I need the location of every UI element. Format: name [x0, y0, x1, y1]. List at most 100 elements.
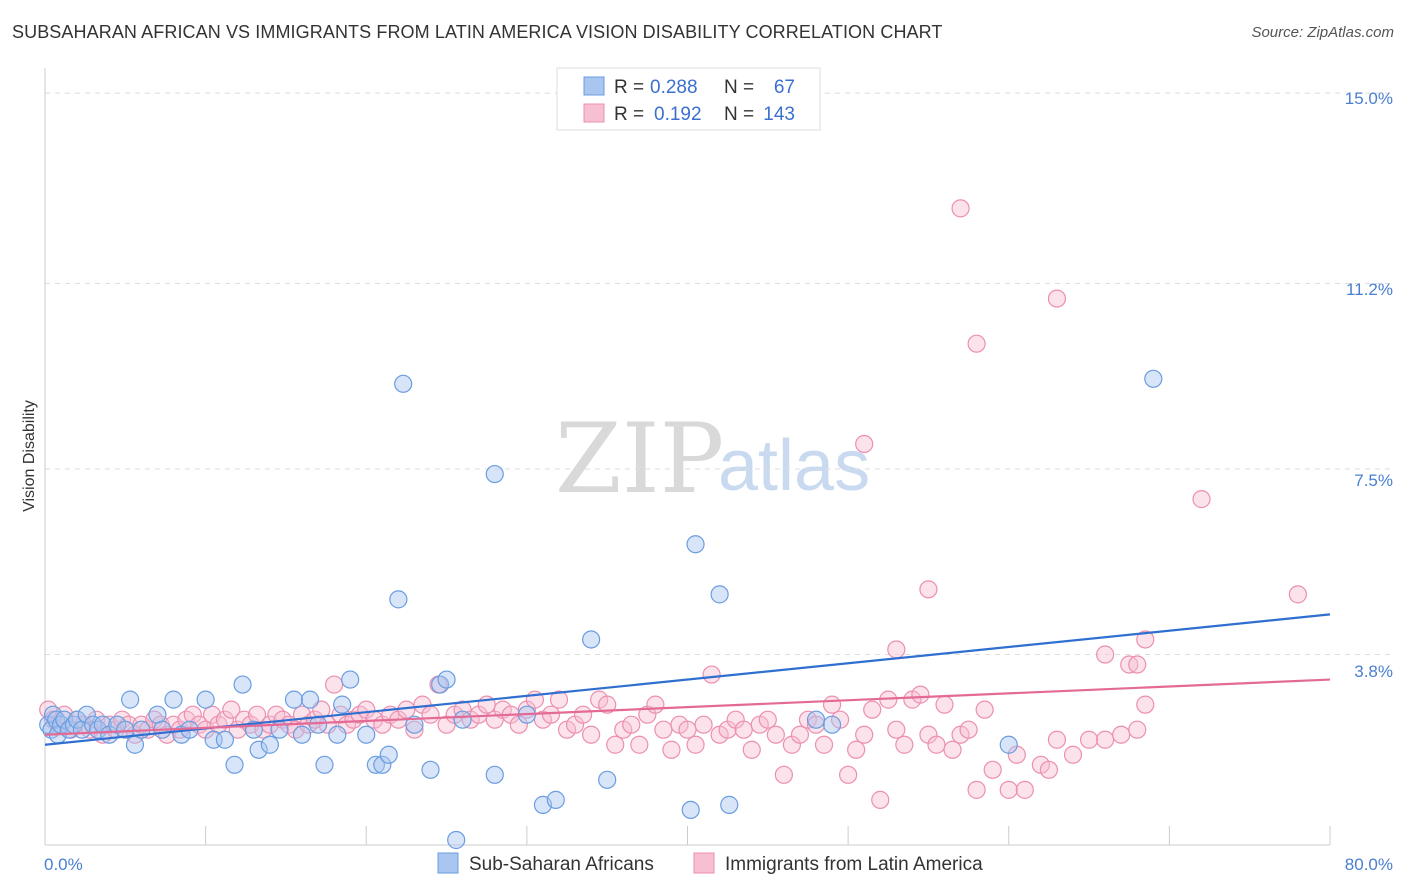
series-pink-point-100 — [758, 710, 777, 729]
series-pink-point-93 — [702, 665, 721, 684]
series-pink-point-80 — [598, 695, 617, 714]
y-tick-label-3-8: 3.8% — [1354, 662, 1393, 681]
series-pink-point-84 — [630, 735, 649, 754]
trend-lines — [44, 613, 1331, 746]
series-pink-point-125 — [959, 720, 978, 739]
y-axis-label: Vision Disability — [21, 400, 38, 512]
series-blue-point-41 — [333, 695, 352, 714]
series-pink-point-122 — [935, 695, 954, 714]
series-blue-point-68 — [999, 735, 1018, 754]
series-pink-point-108 — [822, 695, 842, 714]
series-pink-point-102 — [774, 765, 793, 784]
series-pink-point-145 — [951, 199, 970, 218]
series-pink-point-142 — [919, 580, 938, 599]
series-pink-point-87 — [654, 720, 673, 739]
series-pink-point-45 — [325, 675, 344, 694]
series-blue-point-47 — [389, 590, 408, 609]
series-pink-point-114 — [871, 790, 890, 809]
series-blue-point-17 — [116, 720, 135, 739]
series-blue-point-6 — [55, 710, 74, 729]
x-tick-label-min: 0.0% — [44, 855, 83, 874]
y-tick-label-11-2: 11.2% — [1346, 280, 1393, 299]
series-pink-point-128 — [983, 760, 1002, 779]
series-pink-point-78 — [582, 725, 601, 744]
series-pink-point-152 — [1288, 585, 1307, 604]
series-pink-point-81 — [606, 735, 625, 754]
legend-r-value-pink: 0.192 — [654, 104, 702, 125]
series-pink-point-112 — [855, 725, 874, 744]
series-pink-point-135 — [1063, 745, 1083, 764]
series-pink-point-110 — [839, 765, 858, 784]
series-pink-point-121 — [927, 735, 946, 754]
series-blue-point-13 — [88, 720, 108, 739]
series-blue-point-19 — [125, 735, 145, 754]
series-blue-point-62 — [686, 535, 705, 554]
series-pink-point-56 — [405, 720, 424, 739]
series-pink-point-131 — [1015, 780, 1034, 799]
series-blue-point-52 — [437, 670, 456, 689]
series-pink-point-77 — [573, 705, 593, 724]
series-blue-point-66 — [806, 710, 826, 729]
series-blue-point-59 — [546, 790, 565, 809]
legend-n-value-pink: 143 — [763, 104, 795, 125]
series-pink-point-134 — [1047, 730, 1067, 749]
series-blue-point-45 — [373, 755, 392, 774]
trend-line-subsaharan — [44, 613, 1331, 746]
trend-line-latin-america — [44, 678, 1331, 736]
series-blue-point-44 — [366, 755, 385, 774]
series-blue-point-42 — [341, 670, 360, 689]
series-blue-point-67 — [822, 715, 842, 734]
series-pink-point-139 — [1128, 720, 1147, 739]
series-blue-point-55 — [485, 464, 504, 484]
x-ticks — [44, 826, 1331, 845]
series-pink-point-119 — [911, 685, 930, 704]
series-blue-point-56 — [485, 765, 504, 784]
series-pink-point-137 — [1096, 730, 1115, 749]
series-blue-point-40 — [328, 725, 347, 744]
legend-n-label-blue: N = — [724, 77, 754, 98]
legend-swatch-pink — [583, 103, 605, 123]
series-pink-point-129 — [999, 780, 1018, 799]
series-pink-point-98 — [742, 740, 761, 759]
series-blue-point-26 — [196, 690, 215, 709]
bottom-legend: Sub-Saharan Africans Immigrants from Lat… — [437, 852, 983, 875]
y-tick-label-7-5: 7.5% — [1354, 471, 1393, 490]
series-pink-point-138 — [1112, 725, 1131, 744]
bottom-legend-swatch-blue — [437, 852, 459, 874]
series-blue-point-37 — [300, 690, 320, 709]
series-blue-point-61 — [598, 770, 617, 789]
gridlines — [45, 92, 1392, 656]
series-pink-point-58 — [421, 705, 440, 724]
series-pink-point-28 — [215, 710, 234, 729]
legend-n-value-blue: 67 — [774, 77, 795, 98]
series-blue-point-32 — [249, 740, 268, 759]
series-blue-point-21 — [148, 705, 167, 724]
legend-r-label-pink: R = — [614, 104, 644, 125]
series-pink-point-136 — [1079, 730, 1099, 749]
series-blue-point-60 — [582, 630, 601, 649]
legend-swatch-blue — [583, 76, 605, 96]
series-blue-point-43 — [357, 725, 376, 744]
series-pink-point-133 — [1039, 760, 1059, 779]
series-blue-point-28 — [215, 730, 234, 749]
series-blue-point-46 — [379, 745, 398, 764]
source-label: Source: ZipAtlas.com — [1251, 24, 1394, 41]
series-pink-point-74 — [549, 690, 569, 709]
series-pink-point-92 — [694, 715, 713, 734]
series-pink-point-91 — [686, 735, 705, 754]
watermark-atlas: atlas — [718, 426, 870, 506]
series-blue-point-65 — [681, 800, 700, 820]
series-blue-point-64 — [720, 795, 739, 814]
series-pink-point-126 — [967, 780, 986, 799]
bottom-legend-swatch-pink — [693, 852, 715, 874]
series-pink-point-101 — [766, 725, 785, 744]
bottom-legend-label-blue: Sub-Saharan Africans — [469, 854, 654, 875]
series-pink-point-117 — [895, 735, 914, 754]
bottom-legend-label-pink: Immigrants from Latin America — [725, 854, 983, 875]
y-tick-labels: 15.0% 11.2% 7.5% 3.8% — [1345, 89, 1393, 681]
watermark: ZIP atlas — [555, 403, 870, 515]
x-tick-label-max: 80.0% — [1345, 855, 1393, 874]
series-pink-point-147 — [1096, 645, 1115, 664]
series-blue-point-53 — [447, 830, 466, 850]
